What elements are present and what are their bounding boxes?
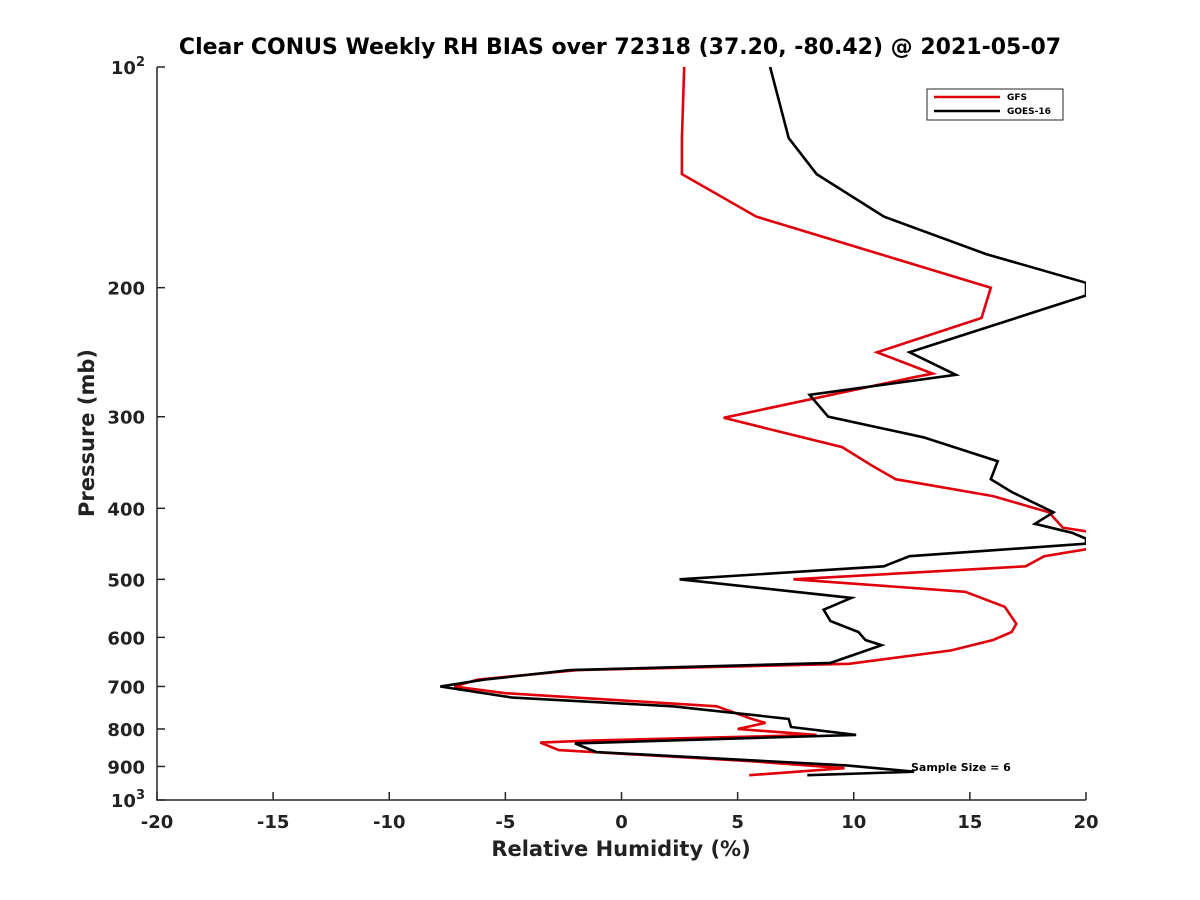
x-tick-label: -15 (257, 812, 290, 833)
y-tick-label: 103 (111, 788, 145, 812)
chart-title: Clear CONUS Weekly RH BIAS over 72318 (3… (179, 35, 1061, 60)
x-tick-label: -10 (373, 812, 406, 833)
legend-box (926, 88, 1064, 121)
legend-label-goes16: GOES-16 (1007, 107, 1051, 117)
x-tick-label: 15 (957, 812, 982, 833)
legend: GFS GOES-16 (926, 88, 1064, 121)
y-axis-label: Pressure (mb) (75, 349, 99, 517)
series-line-goes16 (440, 66, 1086, 777)
x-tick-label: -20 (141, 812, 174, 833)
series-line-gfs (453, 66, 1086, 777)
y-tick-label: 200 (107, 279, 145, 300)
legend-label-gfs: GFS (1007, 93, 1027, 103)
y-tick-label: 400 (107, 499, 145, 520)
y-tick-label: 600 (107, 628, 145, 649)
x-ticks: -20 -15 -10 -5 0 5 10 15 20 (141, 792, 1099, 833)
x-tick-label: 20 (1073, 812, 1098, 833)
y-tick-label: 300 (107, 408, 145, 429)
x-tick-label: -5 (495, 812, 515, 833)
series-layer (440, 66, 1086, 777)
y-tick-label: 102 (111, 55, 145, 79)
y-tick-label: 700 (107, 677, 145, 698)
x-tick-label: 10 (841, 812, 866, 833)
x-axis-label: Relative Humidity (%) (491, 837, 750, 861)
sample-size-annotation: Sample Size = 6 (911, 761, 1011, 774)
y-tick-label: 900 (107, 757, 145, 778)
y-tick-label: 800 (107, 720, 145, 741)
x-tick-label: 5 (731, 812, 744, 833)
y-tick-label: 500 (107, 570, 145, 591)
x-tick-label: 0 (615, 812, 628, 833)
y-ticks: 102 200 300 400 500 600 700 800 900 103 (107, 55, 165, 812)
